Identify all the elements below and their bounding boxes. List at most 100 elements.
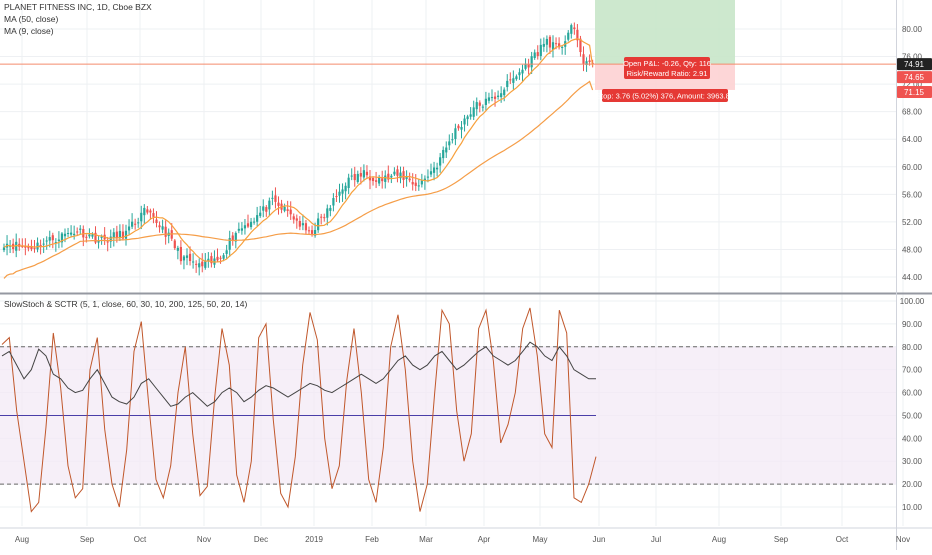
candle-body (528, 64, 530, 67)
candle-body (219, 258, 221, 259)
candle-body (372, 178, 374, 181)
x-tick-label: May (532, 535, 547, 544)
candle-body (402, 171, 404, 180)
candle-body (186, 255, 188, 257)
candle-body (348, 178, 350, 188)
candle-body (284, 207, 286, 211)
candle-body (415, 183, 417, 186)
candle-body (85, 237, 87, 238)
candle-body (146, 209, 148, 212)
candle-body (244, 225, 246, 228)
x-tick-label: Apr (478, 535, 491, 544)
candle-body (351, 176, 353, 177)
y-tick-label: 60.00 (902, 389, 923, 398)
candle-body (155, 220, 157, 223)
candle-body (488, 97, 490, 100)
candle-body (305, 223, 307, 230)
candle-body (518, 72, 520, 75)
candle-body (113, 232, 115, 238)
y-tick-label: 10.00 (902, 503, 923, 512)
candle-body (177, 248, 179, 251)
y-tick-label: 20.00 (902, 480, 923, 489)
candle-body (165, 227, 167, 237)
candle-body (537, 52, 539, 56)
candle-body (418, 185, 420, 186)
candle-body (448, 141, 450, 145)
candle-body (125, 231, 127, 239)
candle-body (412, 182, 414, 184)
candle-body (46, 241, 48, 242)
candle-body (198, 263, 200, 267)
candle-body (73, 234, 75, 235)
candle-body (223, 255, 225, 259)
candle-body (79, 229, 81, 230)
candle-body (430, 171, 432, 174)
candle-body (232, 235, 234, 240)
candle-body (143, 208, 145, 215)
y-tick-label: 50.00 (902, 411, 923, 420)
candle-body (268, 201, 270, 210)
candle-body (503, 90, 505, 96)
candle-body (3, 247, 5, 250)
candle-body (531, 56, 533, 67)
candle-body (433, 167, 435, 172)
candle-body (406, 177, 408, 179)
candle-body (540, 45, 542, 56)
candle-body (302, 223, 304, 225)
candle-body (491, 97, 493, 98)
candle-body (345, 186, 347, 191)
candle-body (88, 235, 90, 237)
ma-long-legend: MA (50, close) (4, 14, 58, 24)
candle-body (216, 257, 218, 261)
candle-body (296, 218, 298, 220)
y-tick-label: 52.00 (902, 218, 923, 227)
ma-short-legend: MA (9, close) (4, 26, 54, 36)
candle-body (180, 247, 182, 261)
candle-body (277, 203, 279, 206)
candle-body (506, 81, 508, 87)
candle-body (427, 177, 429, 178)
candle-body (515, 76, 517, 79)
x-tick-label: Mar (419, 535, 433, 544)
candle-body (131, 222, 133, 227)
candle-body (33, 248, 35, 249)
candle-body (335, 196, 337, 197)
x-tick-label: Sep (774, 535, 789, 544)
candle-body (390, 176, 392, 178)
candle-body (534, 52, 536, 58)
candle-body (134, 224, 136, 225)
candle-body (107, 241, 109, 242)
candle-body (326, 208, 328, 217)
x-tick-label: Jul (651, 535, 661, 544)
candle-body (67, 233, 69, 234)
candle-body (366, 172, 368, 175)
candle-body (543, 44, 545, 47)
candle-body (436, 168, 438, 170)
candle-body (293, 216, 295, 219)
y-tick-label: 68.00 (902, 108, 923, 117)
candle-body (250, 222, 252, 227)
candle-body (457, 126, 459, 129)
candle-body (546, 39, 548, 45)
candle-body (76, 231, 78, 232)
candle-body (451, 139, 453, 140)
candle-body (442, 150, 444, 158)
candle-body (192, 261, 194, 262)
candle-body (409, 179, 411, 181)
candle-body (256, 215, 258, 222)
last-price-badge-text: 74.91 (904, 60, 925, 69)
candle-body (439, 157, 441, 165)
candle-body (354, 174, 356, 180)
candle-body (509, 79, 511, 80)
candle-body (473, 107, 475, 116)
candle-body (363, 170, 365, 177)
candle-body (329, 208, 331, 211)
candle-body (308, 230, 310, 231)
candle-body (360, 173, 362, 177)
candle-body (476, 102, 478, 109)
candle-body (158, 225, 160, 227)
candle-body (274, 195, 276, 202)
symbol-title: PLANET FITNESS INC, 1D, Cboe BZX (4, 2, 152, 12)
